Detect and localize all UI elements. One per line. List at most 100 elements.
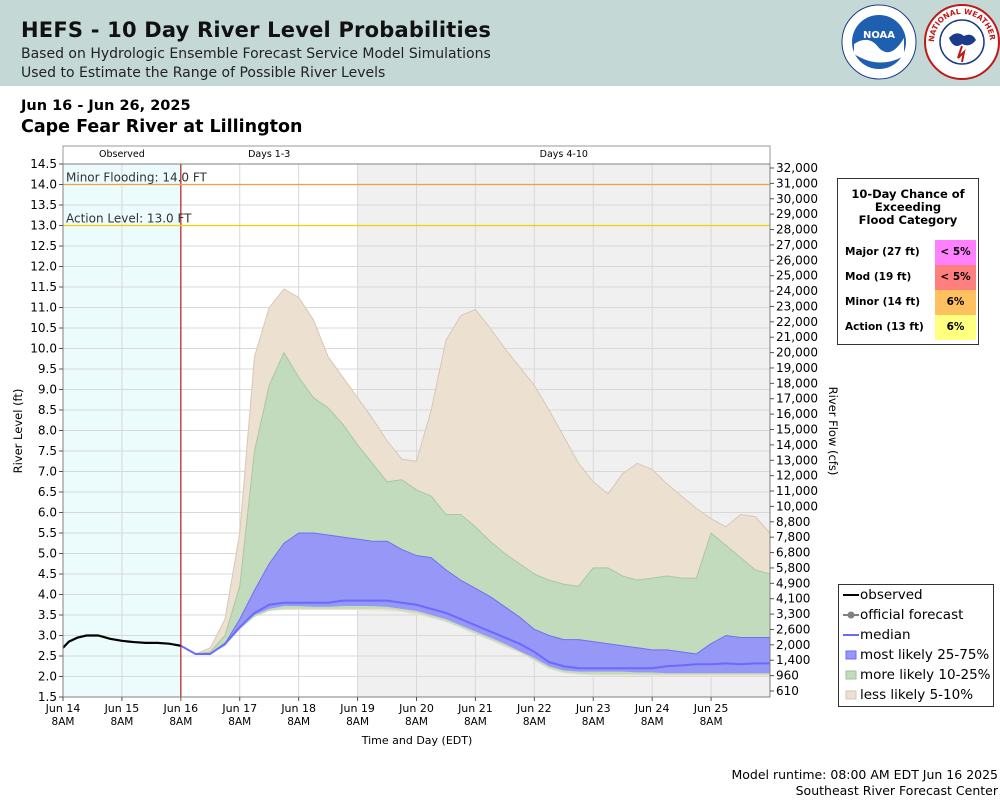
flood-chance-box: 10-Day Chance of Exceeding Flood Categor… [837,178,979,345]
flow-tick-label: 2,000 [776,638,810,652]
more-likely-upper-edge [180,352,771,655]
x-tick-time: 8AM [228,716,251,728]
legend-item-more-likely: more likely 10-25% [839,665,993,685]
flow-tick-label: 32,000 [776,161,818,175]
series-lines [62,288,771,670]
x-tick-day: Jun 20 [398,702,434,715]
flow-tick-label: 1,400 [776,653,810,667]
legend-item-median: median [839,625,993,645]
flow-tick-label: 18,000 [776,376,818,390]
flow-tick-label: 27,000 [776,238,818,252]
x-tick-time: 8AM [346,716,369,728]
header-banner: HEFS - 10 Day River Level Probabilities … [0,0,1000,86]
y-tick-label: 9.0 [38,383,57,397]
flow-tick-label: 23,000 [776,299,818,313]
y-tick-label: 13.5 [30,198,57,212]
y-tick-label: 9.5 [38,362,57,376]
flow-tick-label: 20,000 [776,346,818,360]
subtitle-line-2: Used to Estimate the Range of Possible R… [21,65,386,81]
flood-row-moderate: Mod (19 ft) < 5% [838,265,978,290]
axes: 1.5 2.0 2.5 3.0 3.5 4.0 4.5 5.0 5.5 6.0 6.5 7.0 7.5 8… [30,157,818,728]
legend-item-observed: observed [839,585,993,605]
flood-row-value: 6% [935,290,976,315]
flood-row-label: Mod (19 ft) [845,271,912,283]
y-tick-label: 4.0 [38,588,57,602]
x-tick-time: 8AM [52,716,75,728]
legend-label: most likely 25-75% [860,647,990,663]
y-tick-label: 11.0 [30,301,57,315]
flow-tick-label: 15,000 [776,423,818,437]
x-tick-day: Jun 22 [516,702,552,715]
legend-label: official forecast [860,607,964,623]
flood-row-label: Action (13 ft) [845,321,924,333]
flow-tick-label: 26,000 [776,253,818,267]
flow-tick-label: 31,000 [776,176,818,190]
x-tick-day: Jun 17 [221,702,257,715]
y-tick-label: 2.0 [38,670,57,684]
flow-tick-label: 6,800 [776,546,810,560]
flow-tick-label: 22,000 [776,315,818,329]
noaa-logo-text: NOAA [863,30,895,41]
median-line [180,599,770,670]
flood-chance-title-1: 10-Day Chance of [851,187,965,201]
y-tick-label: 14.5 [30,157,57,171]
flood-row-label: Minor (14 ft) [845,296,921,308]
x-tick-day: Jun 21 [457,702,493,715]
y-tick-label: 3.0 [38,629,57,643]
y-tick-label: 7.0 [38,465,57,479]
flow-tick-label: 8,800 [776,515,810,529]
flow-tick-label: 5,800 [776,561,810,575]
flow-tick-label: 14,000 [776,438,818,452]
y-tick-label: 8.5 [38,403,57,417]
less-likely-upper-edge [180,288,771,655]
flood-chance-title-3: Flood Category [858,213,958,227]
most-likely-swatch-icon [845,650,857,660]
flow-tick-label: 19,000 [776,361,818,375]
flow-tick-label: 12,000 [776,469,818,483]
y-tick-label: 1.5 [38,690,57,704]
legend-item-most-likely: most likely 25-75% [839,645,993,665]
flow-tick-label: 11,000 [776,484,818,498]
y-tick-label: 10.0 [30,342,57,356]
flow-tick-label: 28,000 [776,223,818,237]
legend-label: median [860,627,911,643]
x-tick-day: Jun 23 [575,702,611,715]
less-likely-swatch-icon [845,690,857,700]
flow-tick-label: 3,300 [776,607,810,621]
x-tick-day: Jun 14 [45,702,81,715]
probability-bands [180,289,771,677]
flow-tick-label: 13,000 [776,453,818,467]
y-tick-label: 13.0 [30,219,57,233]
flow-tick-label: 610 [776,684,799,698]
y-tick-label: 8.0 [38,424,57,438]
forecast-chart: Jun 16 - Jun 26, 2025 Cape Fear River at… [11,98,840,747]
y-tick-label: 6.0 [38,506,57,520]
x-tick-day: Jun 19 [339,702,375,715]
y-tick-label: 12.5 [30,239,57,253]
observed-line-icon [843,594,859,596]
flood-row-minor: Minor (14 ft) 6% [838,290,978,315]
y-tick-label: 6.5 [38,485,57,499]
y-tick-label: 4.5 [38,567,57,581]
region-label: Days 1-3 [248,149,290,160]
action-threshold-label: Action Level: 13.0 FT [66,212,192,226]
y-tick-label: 14.0 [30,178,57,192]
flow-tick-label: 30,000 [776,192,818,206]
x-tick-time: 8AM [523,716,546,728]
flow-tick-label: 7,800 [776,530,810,544]
x-tick-time: 8AM [700,716,723,728]
flood-row-label: Major (27 ft) [845,246,920,258]
noaa-logo: NOAA [841,4,917,80]
x-tick-time: 8AM [110,716,133,728]
flow-tick-label: 24,000 [776,284,818,298]
y-axis-label-left: River Level (ft) [11,389,25,474]
flow-tick-label: 29,000 [776,207,818,221]
subtitle-line-1: Based on Hydrologic Ensemble Forecast Se… [21,46,491,62]
flow-tick-label: 4,100 [776,592,810,606]
chart-legend: observed official forecast median most l… [838,584,994,707]
most-likely-band [180,533,771,674]
threshold-lines: Minor Flooding: 14.0 FT Action Level: 13.… [63,164,770,697]
location-title: Cape Fear River at Lillington [21,117,303,137]
legend-label: less likely 5-10% [860,687,974,703]
x-tick-time: 8AM [405,716,428,728]
